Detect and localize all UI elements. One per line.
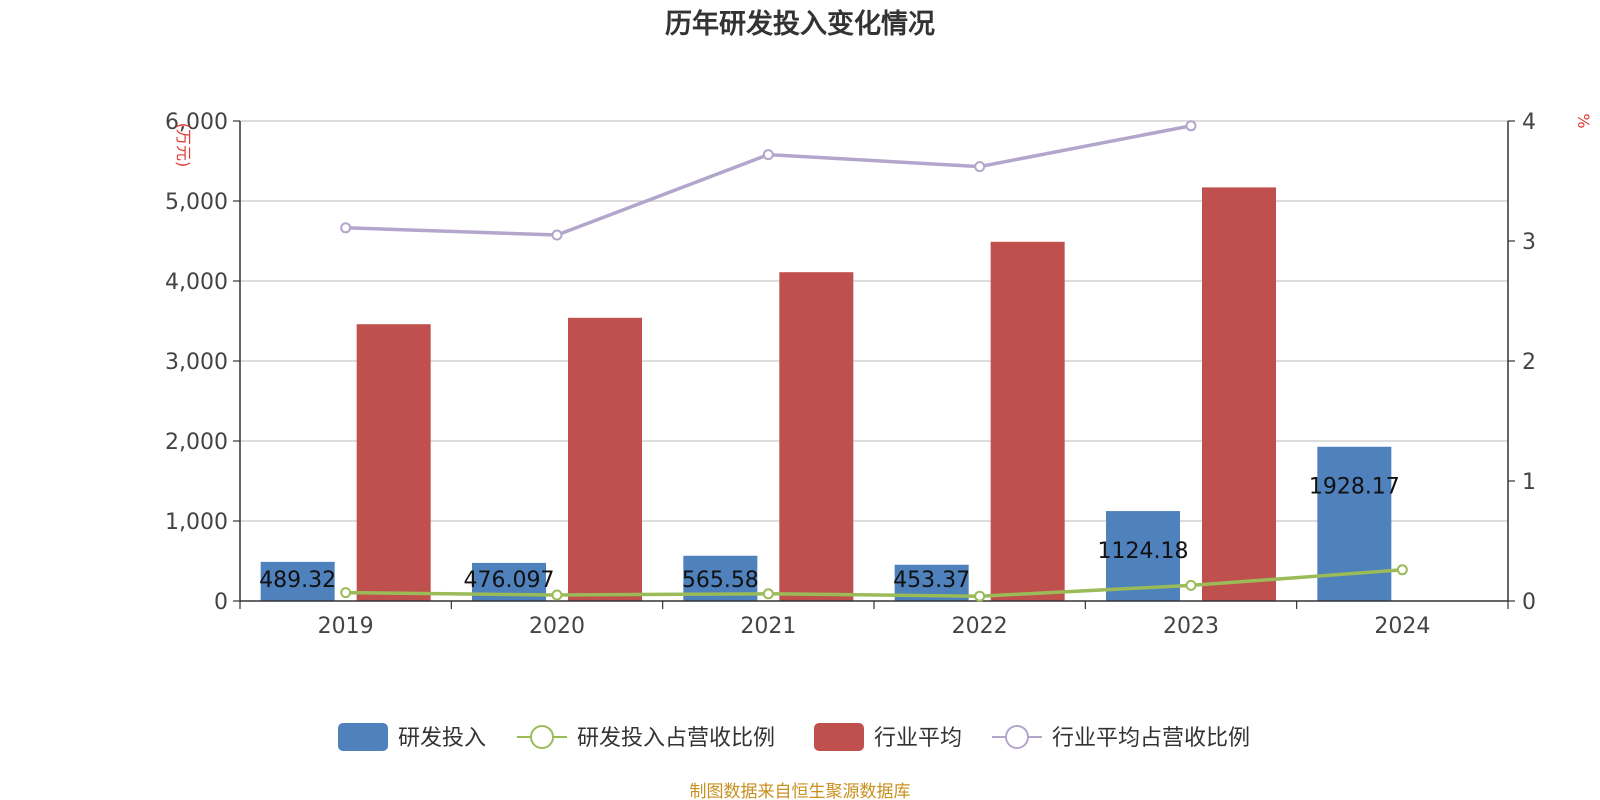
- y-left-tick-label: 2,000: [165, 430, 228, 455]
- bars-layer: [260, 187, 1392, 602]
- x-tick-label: 2024: [1374, 614, 1430, 639]
- legend-marker: [530, 725, 554, 749]
- y-axis-left-label: (万元): [174, 123, 193, 168]
- legend-label: 研发投入占营收比例: [577, 726, 775, 751]
- chart-title: 历年研发投入变化情况: [665, 8, 935, 40]
- line-point: [1396, 564, 1408, 576]
- bar-data-label: 1928.17: [1309, 475, 1400, 500]
- bar-rd-investment: [260, 561, 335, 601]
- y-left-tick-label: 4,000: [165, 270, 228, 295]
- y-left-tick-label: 0: [214, 590, 228, 615]
- line-point: [762, 588, 774, 600]
- legend-label: 行业平均占营收比例: [1052, 726, 1250, 751]
- line-point: [340, 222, 352, 234]
- y-right-tick-label: 0: [1522, 590, 1536, 615]
- y-left-tick-label: 3,000: [165, 350, 228, 375]
- bar-industry-average: [1202, 187, 1276, 601]
- y-right-tick-label: 3: [1522, 230, 1536, 255]
- line-point: [340, 587, 352, 599]
- y-right-tick-label: 2: [1522, 350, 1536, 375]
- bar-industry-average: [990, 241, 1065, 602]
- x-tick-label: 2022: [952, 614, 1008, 639]
- legend-marker: [1005, 725, 1029, 749]
- bar-data-label: 489.32: [259, 568, 336, 593]
- legend: 研发投入 研发投入占营收比例 行业平均 行业平均占营收比例: [338, 723, 1250, 751]
- x-tick-label: 2023: [1163, 614, 1219, 639]
- line-point: [974, 161, 986, 173]
- legend-item[interactable]: 行业平均占营收比例: [992, 725, 1250, 751]
- line-point: [762, 149, 774, 161]
- bar-data-label: 1124.18: [1098, 539, 1189, 564]
- bar-data-label: 476.097: [464, 568, 555, 593]
- bar-data-label: 565.58: [682, 568, 759, 593]
- legend-label: 研发投入: [398, 726, 486, 751]
- legend-swatch: [338, 723, 388, 751]
- bar-data-label: 453.37: [893, 568, 970, 593]
- y-right-tick-label: 1: [1522, 470, 1536, 495]
- line-point: [551, 589, 563, 601]
- x-tick-label: 2020: [529, 614, 585, 639]
- legend-label: 行业平均: [874, 726, 962, 751]
- legend-item[interactable]: 行业平均: [814, 723, 962, 751]
- source-note: 制图数据来自恒生聚源数据库: [690, 782, 911, 800]
- bar-rd-investment: [1317, 446, 1392, 601]
- data-labels-layer: 489.32 476.097 565.58 453.37 1124.18 1928.17: [259, 475, 1400, 593]
- y-left-tick-label: 5,000: [165, 190, 228, 215]
- bar-industry-average: [779, 272, 854, 601]
- line-series-3: [345, 124, 1192, 237]
- line-point: [1185, 579, 1197, 591]
- line-point: [551, 229, 563, 241]
- legend-item[interactable]: 研发投入占营收比例: [517, 725, 775, 751]
- bar-industry-average: [356, 324, 431, 601]
- x-tick-label: 2021: [740, 614, 796, 639]
- line-point: [1185, 120, 1197, 132]
- bar-industry-average: [568, 317, 642, 601]
- grid-lines: [240, 120, 1508, 522]
- x-tick-label: 2019: [318, 614, 374, 639]
- y-left-tick-label: 1,000: [165, 510, 228, 535]
- axes-layer: 0 1,000 2,000 3,000 4,000 5,000 6,000 0 1 2 3 4 2019…: [165, 110, 1536, 639]
- y-left-tick-label: 6,000: [165, 110, 228, 135]
- line-point: [974, 590, 986, 602]
- line-series-1: [345, 568, 1403, 598]
- lines-layer: [340, 120, 1408, 602]
- y-right-tick-label: 4: [1522, 110, 1536, 135]
- legend-item[interactable]: 研发投入: [338, 723, 486, 751]
- legend-swatch: [814, 723, 864, 751]
- y-axis-right-label: %: [1574, 113, 1593, 128]
